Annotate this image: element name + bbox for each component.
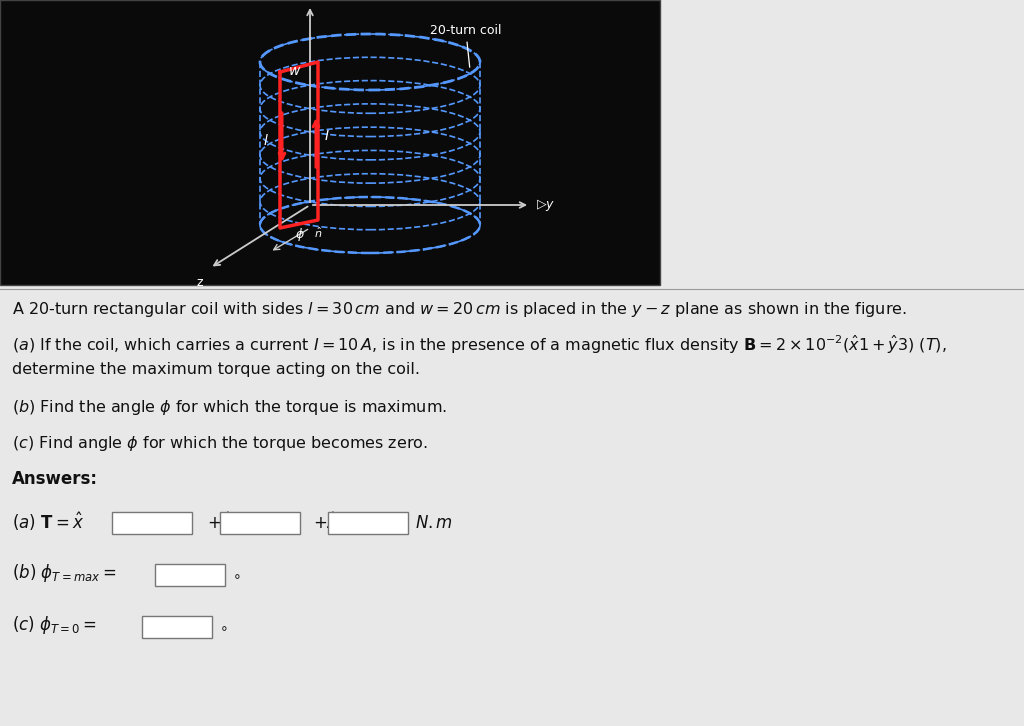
Text: $(b)$ Find the angle $\phi$ for which the torque is maximum.: $(b)$ Find the angle $\phi$ for which th… [12, 398, 447, 417]
Text: I: I [325, 129, 329, 143]
Text: $\phi$: $\phi$ [295, 226, 305, 243]
Text: $\triangleright y$: $\triangleright y$ [536, 197, 555, 213]
Text: $+ \hat{z}$: $+ \hat{z}$ [313, 513, 338, 534]
Text: $(c)$ Find angle $\phi$ for which the torque becomes zero.: $(c)$ Find angle $\phi$ for which the to… [12, 434, 428, 453]
Bar [155, 564, 225, 586]
Text: $+ \hat{y}$: $+ \hat{y}$ [207, 510, 233, 535]
Text: $(c)$ $\phi_{T=0} = $: $(c)$ $\phi_{T=0} = $ [12, 614, 97, 636]
Text: z: z [197, 276, 203, 289]
Text: l: l [263, 134, 267, 148]
Text: x: x [304, 0, 311, 3]
Text: $N.m$: $N.m$ [415, 514, 453, 532]
Text: $(b)$ $\phi_{T=max} = $: $(b)$ $\phi_{T=max} = $ [12, 562, 117, 584]
Text: $\circ$: $\circ$ [232, 568, 241, 582]
Text: $\circ$: $\circ$ [219, 620, 227, 634]
Text: A 20-turn rectangular coil with sides $l = 30\,cm$ and $w = 20\,cm$ is placed in: A 20-turn rectangular coil with sides $l… [12, 300, 907, 319]
Text: Answers:: Answers: [12, 470, 98, 488]
Bar [220, 512, 300, 534]
Text: $(a)$ $\mathbf{T} = \hat{x}$: $(a)$ $\mathbf{T} = \hat{x}$ [12, 510, 84, 533]
Text: 20-turn coil: 20-turn coil [430, 23, 502, 68]
Bar [0, 0, 660, 285]
Text: $\hat{n}$: $\hat{n}$ [313, 226, 323, 240]
Bar [328, 512, 408, 534]
Bar [142, 616, 212, 638]
Bar [112, 512, 193, 534]
Text: $(a)$ If the coil, which carries a current $I = 10\,A$, is in the presence of a : $(a)$ If the coil, which carries a curre… [12, 334, 947, 356]
Text: determine the maximum torque acting on the coil.: determine the maximum torque acting on t… [12, 362, 420, 377]
Text: w: w [290, 64, 301, 78]
